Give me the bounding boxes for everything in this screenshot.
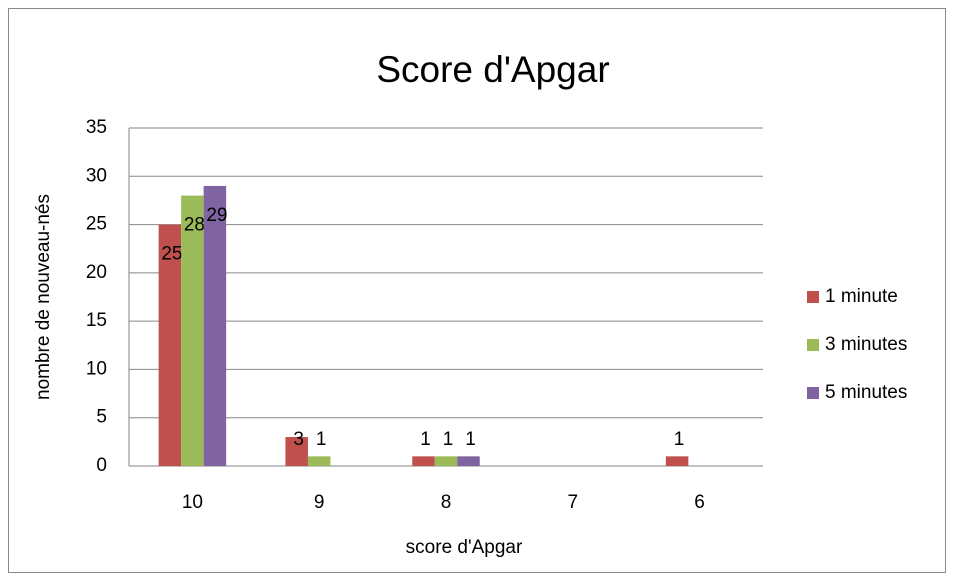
y-tick-label: 10 xyxy=(86,358,107,379)
bar xyxy=(285,437,308,466)
bar xyxy=(307,456,331,466)
legend-swatch xyxy=(807,291,819,303)
legend-swatch xyxy=(807,387,819,399)
bar xyxy=(203,185,227,466)
y-tick-label: 35 xyxy=(86,117,107,138)
y-tick-label: 20 xyxy=(86,262,107,283)
y-tick-label: 15 xyxy=(86,310,107,331)
chart-title: Score d'Apgar xyxy=(376,49,609,90)
y-tick-label: 5 xyxy=(96,407,107,428)
data-label: 1 xyxy=(420,429,431,450)
y-tick-label: 0 xyxy=(96,455,107,476)
legend-label: 3 minutes xyxy=(825,334,907,355)
y-tick-label: 30 xyxy=(86,165,107,186)
chart-border xyxy=(8,8,946,573)
data-label: 1 xyxy=(443,429,454,450)
data-label: 28 xyxy=(184,215,205,236)
legend-label: 1 minute xyxy=(825,286,898,307)
y-tick-label: 25 xyxy=(86,214,107,235)
data-label: 3 xyxy=(293,429,304,450)
x-tick-label: 6 xyxy=(694,492,705,513)
x-tick-label: 7 xyxy=(568,492,579,513)
x-tick-label: 9 xyxy=(314,492,325,513)
data-label: 1 xyxy=(316,429,327,450)
data-label: 1 xyxy=(465,429,476,450)
x-tick-label: 10 xyxy=(182,492,203,513)
bar xyxy=(181,195,204,466)
x-tick-label: 8 xyxy=(441,492,452,513)
y-axis-label: nombre de nouveau-nés xyxy=(33,194,54,400)
bar xyxy=(158,224,182,466)
bar xyxy=(412,456,435,466)
bar xyxy=(457,456,480,466)
legend-label: 5 minutes xyxy=(825,382,907,403)
bar xyxy=(665,456,689,466)
legend-swatch xyxy=(807,339,819,351)
x-axis-label: score d'Apgar xyxy=(406,537,523,558)
data-label: 1 xyxy=(674,429,685,450)
bar xyxy=(434,456,458,466)
data-label: 29 xyxy=(206,205,227,226)
data-label: 25 xyxy=(161,244,182,265)
